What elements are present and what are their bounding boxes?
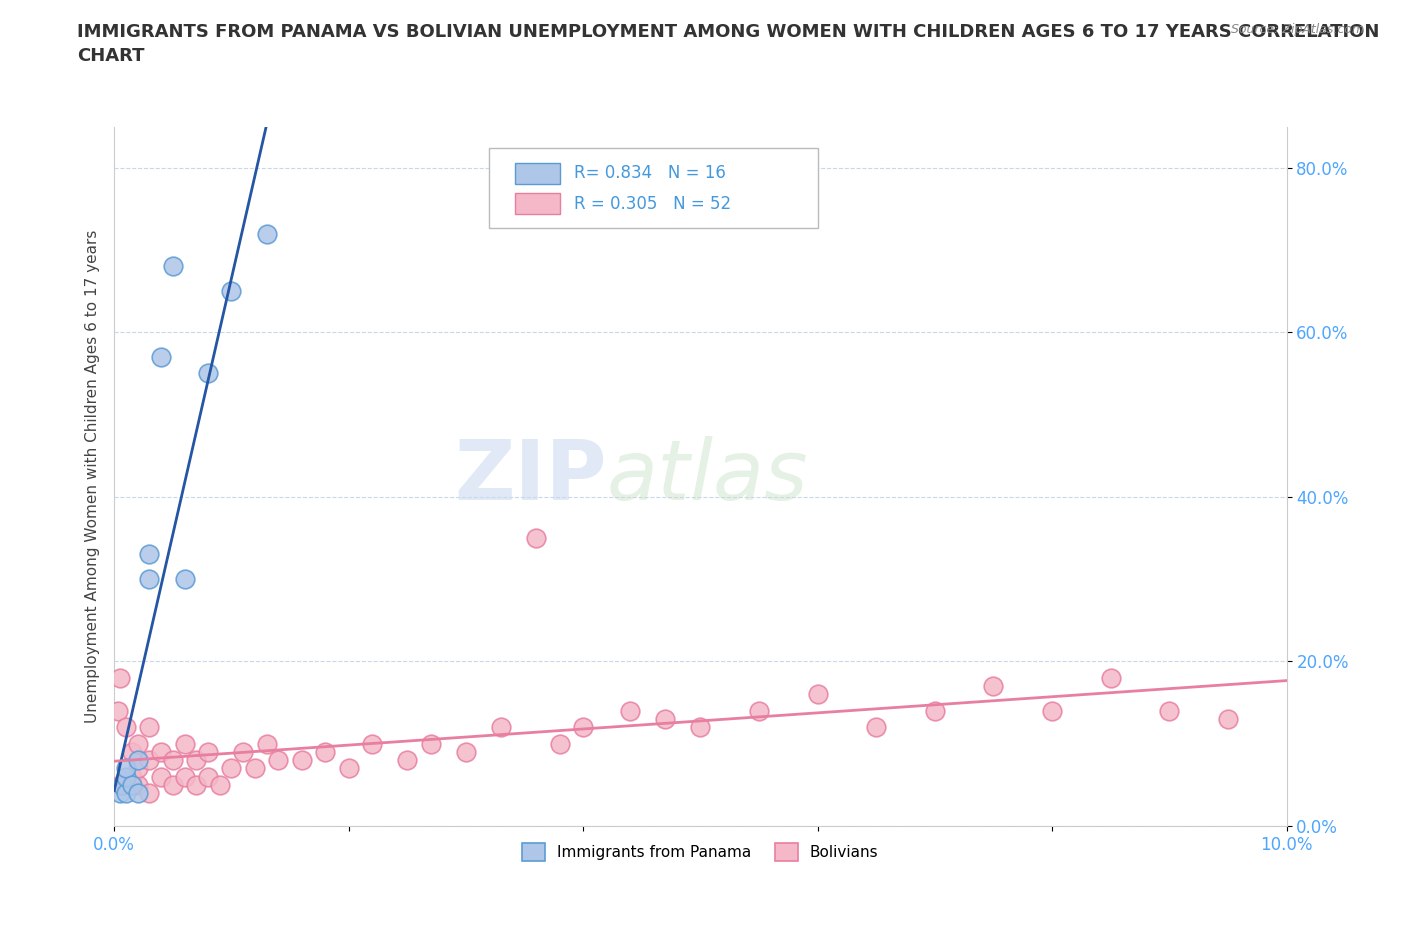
Point <box>150 769 173 784</box>
Point <box>221 284 243 299</box>
Point <box>162 777 184 792</box>
Point <box>291 752 314 767</box>
Legend: Immigrants from Panama, Bolivians: Immigrants from Panama, Bolivians <box>516 836 884 868</box>
Point <box>115 769 138 784</box>
Point <box>208 777 231 792</box>
Point <box>924 703 946 718</box>
Point <box>524 531 547 546</box>
Text: R = 0.305   N = 52: R = 0.305 N = 52 <box>574 194 731 213</box>
Point <box>127 752 149 767</box>
Point <box>548 737 571 751</box>
Point <box>243 761 266 776</box>
Point <box>1099 671 1122 685</box>
FancyBboxPatch shape <box>515 163 560 184</box>
Point <box>232 745 254 760</box>
Point <box>115 777 138 792</box>
Point <box>173 737 195 751</box>
Point <box>127 786 149 801</box>
Point <box>748 703 770 718</box>
Point <box>127 761 149 776</box>
Point <box>162 752 184 767</box>
Point <box>689 720 711 735</box>
Point <box>454 745 477 760</box>
Point <box>108 671 131 685</box>
Point <box>419 737 441 751</box>
Point <box>197 366 219 381</box>
Point <box>108 786 131 801</box>
Point <box>221 761 243 776</box>
Point <box>115 786 138 801</box>
Point <box>256 226 278 241</box>
Point <box>107 703 129 718</box>
Y-axis label: Unemployment Among Women with Children Ages 6 to 17 years: Unemployment Among Women with Children A… <box>86 230 100 723</box>
Point <box>197 769 219 784</box>
Point <box>121 745 143 760</box>
Point <box>138 720 160 735</box>
Point <box>138 786 160 801</box>
FancyBboxPatch shape <box>489 148 818 228</box>
Point <box>572 720 595 735</box>
Text: IMMIGRANTS FROM PANAMA VS BOLIVIAN UNEMPLOYMENT AMONG WOMEN WITH CHILDREN AGES 6: IMMIGRANTS FROM PANAMA VS BOLIVIAN UNEMP… <box>77 23 1379 65</box>
Point <box>115 761 138 776</box>
FancyBboxPatch shape <box>515 193 560 214</box>
Point <box>396 752 419 767</box>
Text: atlas: atlas <box>606 436 808 517</box>
Point <box>138 752 160 767</box>
Point <box>865 720 887 735</box>
Point <box>186 777 208 792</box>
Point <box>173 572 195 587</box>
Point <box>256 737 278 751</box>
Text: ZIP: ZIP <box>454 436 606 517</box>
Point <box>162 259 184 274</box>
Point <box>127 737 149 751</box>
Point <box>807 687 830 702</box>
Point <box>619 703 641 718</box>
Point <box>111 777 134 792</box>
Point <box>108 777 131 792</box>
Point <box>121 777 143 792</box>
Text: Source: ZipAtlas.com: Source: ZipAtlas.com <box>1230 23 1364 36</box>
Point <box>150 745 173 760</box>
Text: R= 0.834   N = 16: R= 0.834 N = 16 <box>574 165 725 182</box>
Point <box>127 777 149 792</box>
Point <box>1216 711 1239 726</box>
Point <box>361 737 384 751</box>
Point <box>150 350 173 365</box>
Point <box>115 720 138 735</box>
Point <box>138 547 160 562</box>
Point <box>1040 703 1063 718</box>
Point <box>1159 703 1181 718</box>
Point <box>337 761 360 776</box>
Point <box>138 572 160 587</box>
Point <box>314 745 336 760</box>
Point <box>121 769 143 784</box>
Point <box>489 720 512 735</box>
Point <box>267 752 290 767</box>
Point <box>983 679 1005 694</box>
Point <box>173 769 195 784</box>
Point <box>186 752 208 767</box>
Point <box>654 711 676 726</box>
Point <box>197 745 219 760</box>
